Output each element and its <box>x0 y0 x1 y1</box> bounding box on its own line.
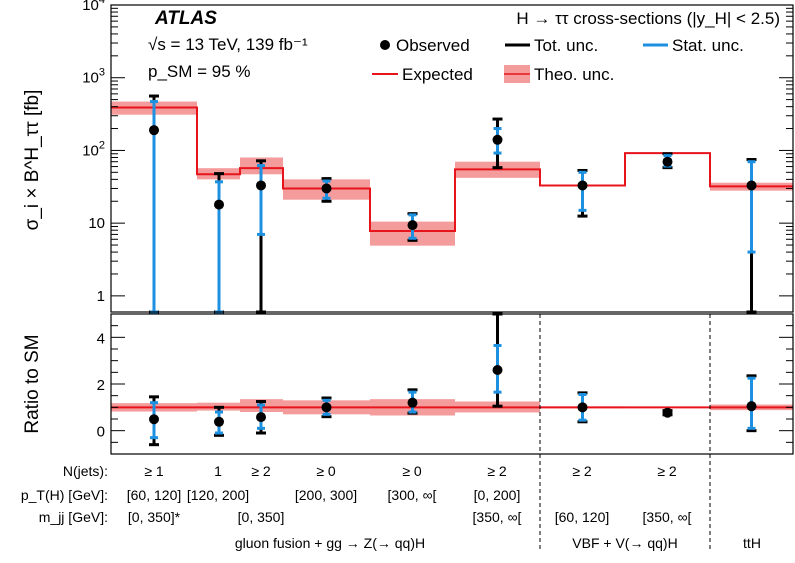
ratio-panel-frame <box>110 313 794 455</box>
ytick-label-ratio: 4 <box>97 330 105 347</box>
legend-expected-label: Expected <box>402 65 473 84</box>
top-panel-frame <box>110 4 794 313</box>
observed-point-top-8 <box>746 180 757 191</box>
row-label-pt: p_T(H) [GeV]: <box>21 487 108 503</box>
energy-label: √s = 13 TeV, 139 fb⁻¹ <box>148 35 308 54</box>
observed-point-ratio-5 <box>492 365 503 375</box>
observed-point-ratio-0 <box>149 414 159 425</box>
observed-point-ratio-4 <box>407 397 418 408</box>
bin-njets-4: ≥ 0 <box>402 463 422 479</box>
observed-point-ratio-3 <box>321 402 332 413</box>
group-label-1: VBF + V(→ qq)H <box>572 535 677 551</box>
bin-njets-2: ≥ 2 <box>251 463 271 479</box>
observed-point-top-2 <box>256 180 266 191</box>
observed-point-ratio-7 <box>662 407 673 418</box>
plot-title: H → ττ cross-sections (|y_H| < 2.5) <box>516 9 780 28</box>
bin-njets-5: ≥ 2 <box>487 463 507 479</box>
bin-njets-3: ≥ 0 <box>316 463 336 479</box>
legend-tot-label: Tot. unc. <box>534 36 598 55</box>
psm-label: p_SM = 95 % <box>148 62 251 81</box>
observed-point-top-1 <box>214 199 224 210</box>
ylabel-ratio: Ratio to SM <box>22 334 43 433</box>
bin-mjj-2: [0, 350] <box>238 509 285 525</box>
ytick-label-top: 10 <box>88 215 105 232</box>
row-label-mjj: m_jj [GeV]: <box>39 509 108 525</box>
bin-pt-0: [60, 120] <box>127 487 182 503</box>
observed-point-top-3 <box>321 183 332 194</box>
observed-point-ratio-1 <box>214 416 224 427</box>
legend-stat-label: Stat. unc. <box>672 36 744 55</box>
ytick-label-ratio: 2 <box>97 377 105 394</box>
bin-njets-7: ≥ 2 <box>657 463 677 479</box>
observed-point-ratio-8 <box>746 401 757 412</box>
observed-point-ratio-6 <box>577 402 588 413</box>
bin-njets-6: ≥ 2 <box>572 463 592 479</box>
legend-observed-label: Observed <box>396 36 470 55</box>
ytick-label-top: 104 <box>82 0 105 14</box>
legend-theo-label: Theo. unc. <box>534 65 614 84</box>
bin-pt-3: [200, 300] <box>295 487 357 503</box>
bin-mjj-6: [60, 120] <box>555 509 610 525</box>
ylabel-top: σ_i × B^H_ττ [fb] <box>22 90 43 231</box>
observed-point-ratio-2 <box>256 412 266 423</box>
legend-observed-marker <box>380 40 390 50</box>
bin-mjj-0: [0, 350]* <box>128 509 181 525</box>
group-label-0: gluon fusion + gg → Z(→ qq)H <box>235 535 425 551</box>
atlas-label: ATLAS <box>154 8 217 29</box>
observed-point-top-0 <box>149 125 159 136</box>
observed-point-top-4 <box>407 220 418 231</box>
observed-point-top-5 <box>492 134 503 145</box>
ytick-label-top: 103 <box>82 67 105 87</box>
ytick-label-top: 102 <box>82 139 105 159</box>
bin-njets-1: 1 <box>214 463 222 479</box>
ytick-label-top: 1 <box>97 288 105 305</box>
bin-njets-0: ≥ 1 <box>144 463 164 479</box>
bin-pt-4: [300, ∞[ <box>388 487 437 503</box>
row-label-njets: N(jets): <box>63 463 108 479</box>
bin-mjj-7: [350, ∞[ <box>643 509 692 525</box>
observed-point-top-6 <box>577 180 588 191</box>
bin-pt-5: [0, 200] <box>474 487 521 503</box>
observed-point-top-7 <box>662 156 673 167</box>
group-label-2: ttH <box>743 535 761 551</box>
bin-pt-1: [120, 200] <box>187 487 249 503</box>
ytick-label-ratio: 0 <box>97 424 105 441</box>
bin-mjj-5: [350, ∞[ <box>473 509 522 525</box>
